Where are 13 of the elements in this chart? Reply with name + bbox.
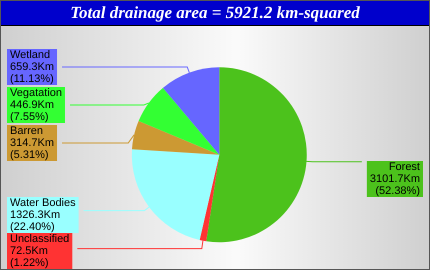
slice-label: Water Bodies: [10, 196, 76, 209]
data-label: 446.9Km (7.55%): [10, 98, 54, 123]
slice-label: Unclassified: [10, 232, 70, 245]
data-label: 1326.3Km (22.40%): [10, 208, 60, 233]
slice-label: Forest: [388, 160, 420, 173]
chart-title: Total drainage area = 5921.2 km-squared: [1, 1, 429, 26]
slice-label: Vegatation: [10, 86, 62, 99]
data-label: 659.3Km (11.13%): [10, 60, 54, 85]
data-label: 314.7Km (5.31%): [10, 136, 54, 161]
data-label: 3101.7Km (52.38%): [370, 172, 420, 197]
slice-label: Wetland: [10, 48, 50, 61]
slice-label: Barren: [10, 124, 44, 137]
data-label: 72.5Km (1.22%): [10, 244, 49, 269]
